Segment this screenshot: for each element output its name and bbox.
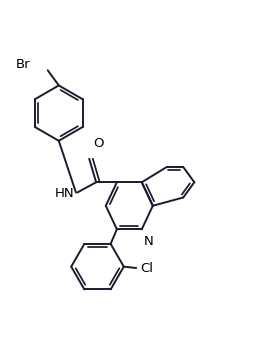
Text: Br: Br — [16, 58, 31, 71]
Text: O: O — [94, 137, 104, 150]
Text: N: N — [144, 236, 154, 248]
Text: Cl: Cl — [140, 261, 153, 275]
Text: HN: HN — [54, 187, 74, 200]
